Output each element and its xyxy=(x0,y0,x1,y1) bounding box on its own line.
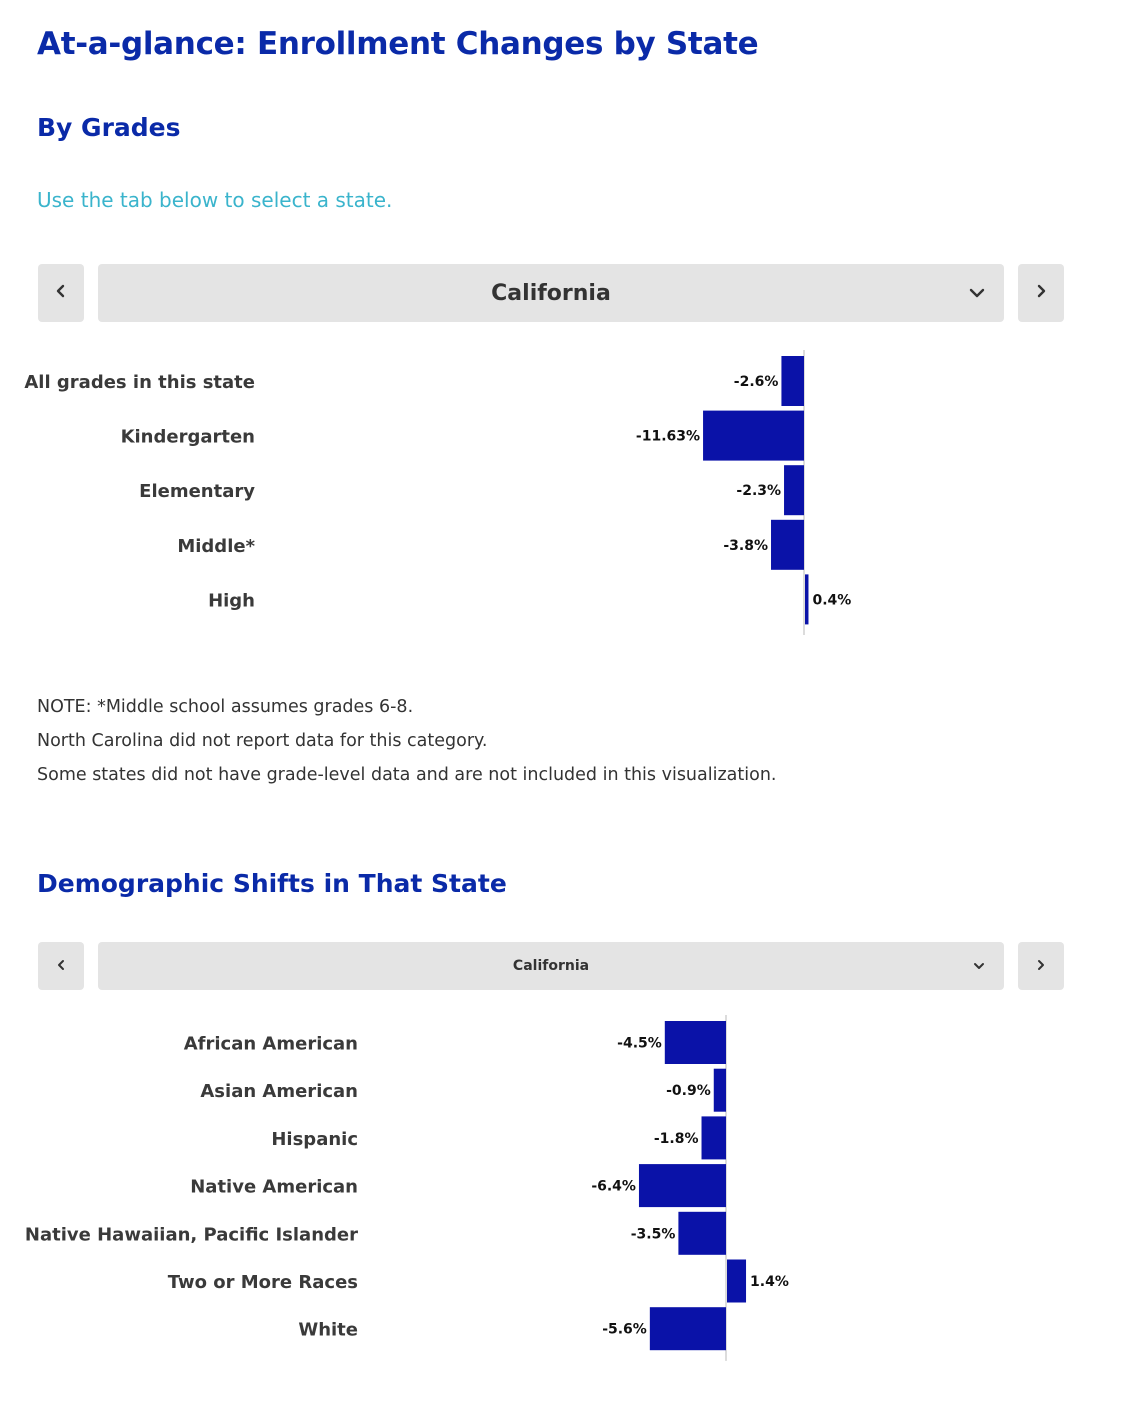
data-label: 0.4% xyxy=(812,592,851,608)
data-label: -6.4% xyxy=(591,1179,636,1195)
bar xyxy=(664,1021,726,1064)
category-label: Elementary xyxy=(139,481,255,502)
data-label: -3.8% xyxy=(723,538,768,554)
bar xyxy=(805,574,809,625)
category-label: Asian American xyxy=(200,1081,358,1102)
bar xyxy=(638,1164,726,1208)
data-label: -5.6% xyxy=(602,1322,647,1338)
data-label: -11.63% xyxy=(636,429,700,445)
bar xyxy=(649,1307,726,1351)
data-label: -2.3% xyxy=(736,483,781,499)
data-label: -1.8% xyxy=(654,1131,699,1147)
bar xyxy=(701,1116,726,1160)
category-label: Native Hawaiian, Pacific Islander xyxy=(25,1224,358,1245)
chevron-right-icon xyxy=(1035,283,1047,303)
category-label: Two or More Races xyxy=(168,1272,358,1293)
data-label: -4.5% xyxy=(617,1036,662,1052)
chevron-down-icon xyxy=(972,959,986,973)
page-title: At-a-glance: Enrollment Changes by State xyxy=(37,26,759,62)
demographics-next-state-button[interactable] xyxy=(1018,942,1064,990)
grades-notes: NOTE: *Middle school assumes grades 6-8.… xyxy=(37,690,776,792)
grades-bar-chart: All grades in this state -2.6% Kindergarte… xyxy=(24,350,851,635)
category-label: African American xyxy=(184,1034,358,1055)
grades-next-state-button[interactable] xyxy=(1018,264,1064,322)
bar xyxy=(727,1259,747,1303)
bar xyxy=(781,356,804,406)
demographics-state-select[interactable]: California xyxy=(98,942,1004,990)
demographics-bar-chart: African American -4.5% Asian American -0.9%… xyxy=(25,1015,789,1361)
grades-state-select[interactable]: California xyxy=(98,264,1004,322)
data-label: -3.5% xyxy=(631,1226,676,1242)
chevron-left-icon xyxy=(55,283,67,303)
bar xyxy=(713,1068,726,1112)
category-label: Middle* xyxy=(177,536,255,557)
note-line: North Carolina did not report data for t… xyxy=(37,731,488,751)
grades-section-title: By Grades xyxy=(37,113,181,142)
data-label: -0.9% xyxy=(666,1083,711,1099)
category-label: All grades in this state xyxy=(24,372,255,393)
chevron-left-icon xyxy=(56,957,66,976)
bar xyxy=(678,1211,726,1255)
data-label: 1.4% xyxy=(750,1274,789,1290)
chevron-right-icon xyxy=(1036,957,1046,976)
category-label: Native American xyxy=(190,1177,358,1198)
bar xyxy=(703,410,804,461)
category-label: White xyxy=(298,1320,358,1341)
bar xyxy=(771,519,804,570)
note-line: NOTE: *Middle school assumes grades 6-8. xyxy=(37,697,414,717)
category-label: Kindergarten xyxy=(121,427,255,448)
category-label: High xyxy=(208,590,255,611)
instruction-text: Use the tab below to select a state. xyxy=(37,188,393,212)
demographics-section-title: Demographic Shifts in That State xyxy=(37,869,507,898)
grades-prev-state-button[interactable] xyxy=(38,264,84,322)
category-label: Hispanic xyxy=(271,1129,358,1150)
chevron-down-icon xyxy=(968,285,986,301)
demographics-selected-state: California xyxy=(512,958,590,974)
grades-selected-state: California xyxy=(491,280,611,306)
note-line: Some states did not have grade-level dat… xyxy=(37,765,777,785)
bar xyxy=(784,465,804,516)
data-label: -2.6% xyxy=(734,374,779,390)
demographics-prev-state-button[interactable] xyxy=(38,942,84,990)
